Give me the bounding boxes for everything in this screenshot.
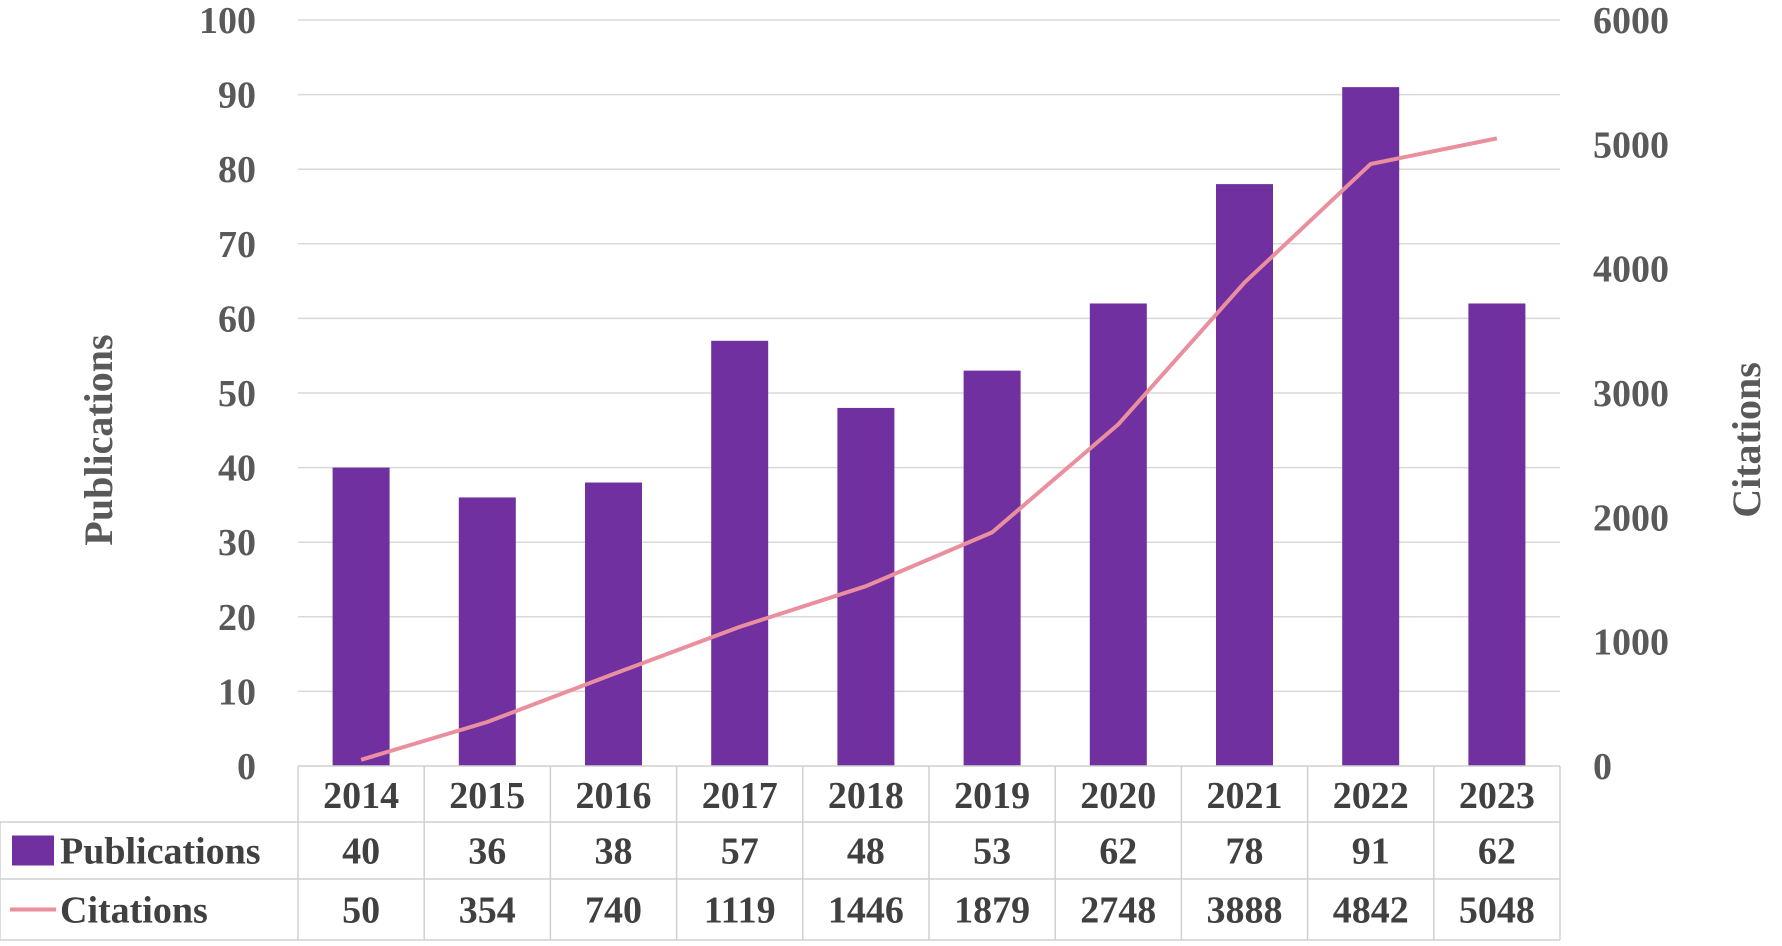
y-tick-right: 1000 [1593,622,1669,664]
table-cell: 53 [973,831,1011,873]
x-tick-label: 2017 [702,775,778,817]
bar-2023 [1468,303,1526,766]
table-cell: 5048 [1459,890,1535,932]
y-tick-right: 4000 [1593,249,1669,291]
x-tick-label: 2016 [576,775,652,817]
table-cell: 78 [1226,831,1264,873]
data-table: 2014 2015 2016 2017 2018 2019 2020 2021 2022 2023… [0,765,1561,941]
bar-2019 [963,370,1021,766]
bar-2014 [332,467,390,766]
y-tick-left: 50 [218,373,256,415]
y-tick-left: 30 [218,522,256,564]
y-axis-title-right: Citations [1724,362,1769,518]
x-tick-label: 2018 [828,775,904,817]
x-tick-label: 2020 [1080,775,1156,817]
table-cell: 2748 [1080,890,1156,932]
table-cell: 740 [585,890,642,932]
table-row-label: Citations [60,890,208,932]
publications-bars [332,87,1526,766]
table-cell: 3888 [1207,890,1283,932]
y-tick-left: 60 [218,298,256,340]
table-cell: 48 [847,831,885,873]
bar-2020 [1089,303,1147,766]
y-tick-right: 5000 [1593,124,1669,166]
y-tick-right: 3000 [1593,373,1669,415]
table-row-label: Publications [60,831,261,873]
y-tick-left: 40 [218,448,256,490]
table-cell: 36 [468,831,506,873]
bar-2015 [458,497,516,766]
y-tick-right: 0 [1593,746,1612,788]
x-tick-label: 2014 [323,775,399,817]
table-cell: 57 [721,831,759,873]
table-cell: 354 [459,890,516,932]
y-tick-left: 90 [218,75,256,117]
y-tick-left: 70 [218,224,256,266]
x-tick-label: 2021 [1207,775,1283,817]
table-cell: 1446 [828,890,904,932]
citations-line-layer [360,136,1498,762]
y-tick-right: 6000 [1593,0,1669,42]
table-cell: 1119 [704,890,776,932]
y-tick-left: 100 [199,0,256,42]
bar-2021 [1216,184,1273,766]
table-cell: 38 [595,831,633,873]
y-tick-left: 80 [218,149,256,191]
y-tick-right: 2000 [1593,497,1669,539]
table-cell: 4842 [1333,890,1409,932]
table-cell: 62 [1099,831,1137,873]
legend-swatch-publications [12,835,54,866]
table-cell: 62 [1478,831,1516,873]
table-cell: 40 [342,831,380,873]
citations-line [360,136,1498,762]
x-tick-label: 2023 [1459,775,1535,817]
y-tick-left: 0 [237,746,256,788]
table-cell: 50 [342,890,380,932]
x-tick-label: 2022 [1333,775,1409,817]
bar-2016 [585,482,642,766]
y-tick-left: 20 [218,597,256,639]
x-tick-label: 2015 [449,775,525,817]
bar-2022 [1342,87,1400,766]
y-axis-title-left: Publications [76,334,121,545]
right-axis: 0 1000 2000 3000 4000 5000 6000 [1593,0,1669,788]
y-tick-left: 10 [218,671,256,713]
bar-2017 [711,340,769,766]
table-cell: 1879 [954,890,1030,932]
x-tick-label: 2019 [954,775,1030,817]
left-axis: 0 10 20 30 40 50 60 70 80 90 100 [199,0,256,788]
table-cell: 91 [1352,831,1390,873]
